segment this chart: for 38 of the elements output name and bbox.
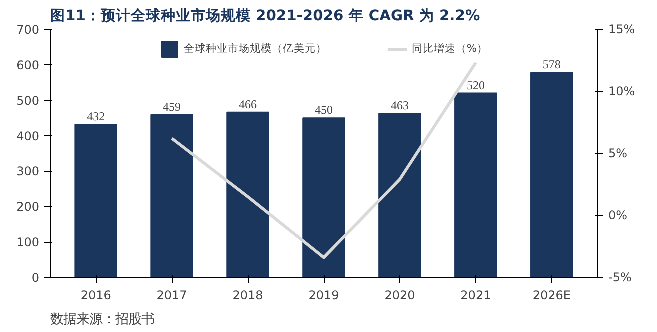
y2-tick-label: -5% xyxy=(608,270,632,284)
y-tick-label: 0 xyxy=(32,271,40,285)
bar xyxy=(454,92,498,278)
y2-tick-label: 10% xyxy=(608,84,636,98)
y-tick-label: 600 xyxy=(16,58,40,72)
x-tick-label: 2020 xyxy=(384,288,416,302)
y-tick-label: 300 xyxy=(16,164,40,179)
data-label: 466 xyxy=(239,97,258,112)
bar xyxy=(226,112,270,278)
data-label: 459 xyxy=(163,100,182,114)
y-tick-label: 400 xyxy=(16,129,40,144)
x-tick-label: 2017 xyxy=(156,288,188,302)
x-tick-label: 2021 xyxy=(460,288,492,302)
x-tick-label: 2016 xyxy=(80,288,112,302)
x-tick-label: 2018 xyxy=(232,288,264,302)
data-label: 463 xyxy=(390,98,409,112)
bar xyxy=(302,118,346,278)
y2-tick-label: 5% xyxy=(608,146,628,160)
legend-label: 全球种业市场规模（亿美元） xyxy=(184,42,327,56)
x-tick-label: 2026E xyxy=(532,288,571,302)
bar xyxy=(150,114,194,278)
bar xyxy=(378,112,422,278)
data-label: 450 xyxy=(315,103,333,118)
y-tick-label: 700 xyxy=(16,23,40,37)
y-tick-label: 500 xyxy=(16,94,40,108)
legend-label: 同比增速（%） xyxy=(412,42,488,56)
bar xyxy=(530,72,574,278)
y-tick-label: 200 xyxy=(16,200,40,214)
y2-tick-label: 15% xyxy=(608,22,636,36)
data-label: 578 xyxy=(542,58,561,72)
chart-title: 图11：预计全球种业市场规模 2021-2026 年 CAGR 为 2.2% xyxy=(50,6,480,24)
source-note: 数据来源：招股书 xyxy=(50,312,154,328)
data-label: 520 xyxy=(466,78,485,92)
x-tick-label: 2019 xyxy=(308,288,340,302)
bar xyxy=(74,124,118,278)
data-label: 432 xyxy=(87,109,106,124)
y2-tick-label: 0% xyxy=(608,208,628,222)
y-tick-label: 100 xyxy=(16,236,40,250)
